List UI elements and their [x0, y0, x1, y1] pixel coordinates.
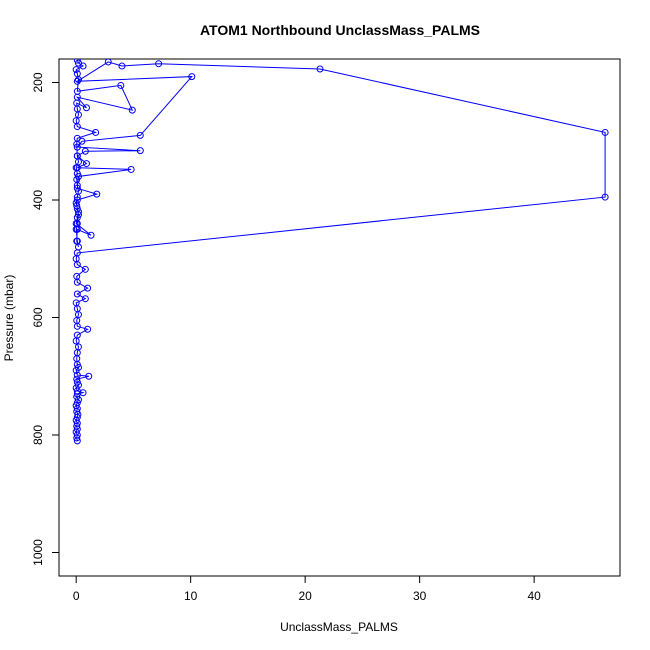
data-point	[73, 143, 81, 151]
data-point	[73, 371, 81, 379]
data-point	[72, 164, 80, 172]
data-point	[316, 65, 324, 73]
data-point	[73, 59, 81, 64]
x-tick-label: 0	[73, 589, 80, 603]
y-axis-label: Pressure (mbar)	[2, 275, 16, 362]
x-tick-label: 30	[413, 589, 427, 603]
data-point	[118, 62, 126, 70]
data-point	[73, 375, 81, 383]
data-point	[601, 128, 609, 136]
data-point	[73, 70, 81, 78]
x-axis: 0 10 20 30 40	[73, 575, 541, 603]
data-point	[155, 60, 163, 68]
data-point	[73, 290, 81, 298]
x-tick-label: 40	[527, 589, 541, 603]
data-point	[82, 160, 90, 168]
data-point	[73, 331, 81, 339]
data-point	[127, 165, 135, 173]
y-tick-label: 400	[31, 190, 45, 210]
data-point	[92, 128, 100, 136]
data-point	[84, 284, 92, 292]
y-tick-label: 200	[31, 72, 45, 92]
data-point	[72, 66, 80, 74]
data-point	[73, 77, 81, 85]
data-point	[85, 372, 93, 380]
data-point	[72, 299, 80, 307]
y-tick-label: 600	[31, 307, 45, 327]
data-point	[87, 231, 95, 239]
data-point	[73, 152, 81, 160]
y-axis: 200 400 600 800 1000	[31, 72, 60, 566]
x-tick-label: 10	[184, 589, 198, 603]
data-point	[104, 59, 112, 66]
data-point	[84, 325, 92, 333]
data-point	[73, 87, 81, 95]
chart-title: ATOM1 Northbound UnclassMass_PALMS	[200, 22, 480, 38]
data-point	[117, 81, 125, 89]
data-point	[81, 295, 89, 303]
data-point	[136, 147, 144, 155]
data-point	[73, 134, 81, 142]
data-point	[73, 220, 81, 227]
data-point	[601, 193, 609, 201]
series-line	[75, 60, 606, 441]
x-tick-label: 20	[298, 589, 312, 603]
data-point	[81, 147, 89, 155]
data-point	[128, 106, 136, 114]
data-point	[73, 237, 81, 245]
data-point	[136, 131, 144, 139]
data-point	[188, 73, 196, 81]
data-point	[74, 343, 82, 351]
data-point	[93, 190, 101, 198]
data-point	[72, 117, 80, 125]
data-point	[81, 265, 89, 273]
x-axis-label: UnclassMass_PALMS	[280, 620, 398, 634]
y-tick-label: 1000	[31, 539, 45, 566]
data-point	[73, 378, 81, 386]
data-point	[73, 272, 81, 280]
series-group	[72, 59, 609, 445]
data-point	[82, 104, 90, 112]
y-tick-label: 800	[31, 425, 45, 445]
